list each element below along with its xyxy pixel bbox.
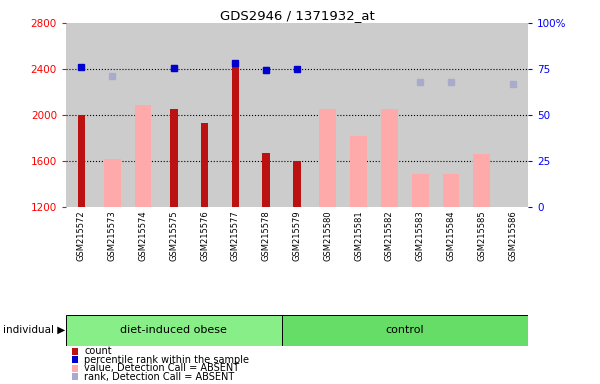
Text: diet-induced obese: diet-induced obese xyxy=(121,325,227,335)
Bar xyxy=(262,153,270,207)
Text: count: count xyxy=(85,346,112,356)
Text: individual ▶: individual ▶ xyxy=(3,325,65,335)
Bar xyxy=(66,315,281,346)
Bar xyxy=(281,315,528,346)
Title: GDS2946 / 1371932_at: GDS2946 / 1371932_at xyxy=(220,9,374,22)
Bar xyxy=(201,123,208,207)
Bar xyxy=(381,109,398,207)
Bar xyxy=(104,159,121,207)
Text: percentile rank within the sample: percentile rank within the sample xyxy=(85,355,250,365)
Bar xyxy=(319,109,336,207)
Text: control: control xyxy=(385,325,424,335)
Text: rank, Detection Call = ABSENT: rank, Detection Call = ABSENT xyxy=(85,372,235,382)
Bar xyxy=(293,161,301,207)
Bar xyxy=(443,174,460,207)
Text: value, Detection Call = ABSENT: value, Detection Call = ABSENT xyxy=(85,363,239,373)
Bar xyxy=(473,154,490,207)
Bar xyxy=(77,115,85,207)
Bar xyxy=(170,109,178,207)
Bar xyxy=(134,105,151,207)
Bar xyxy=(232,61,239,207)
Bar xyxy=(412,174,428,207)
Bar xyxy=(350,136,367,207)
